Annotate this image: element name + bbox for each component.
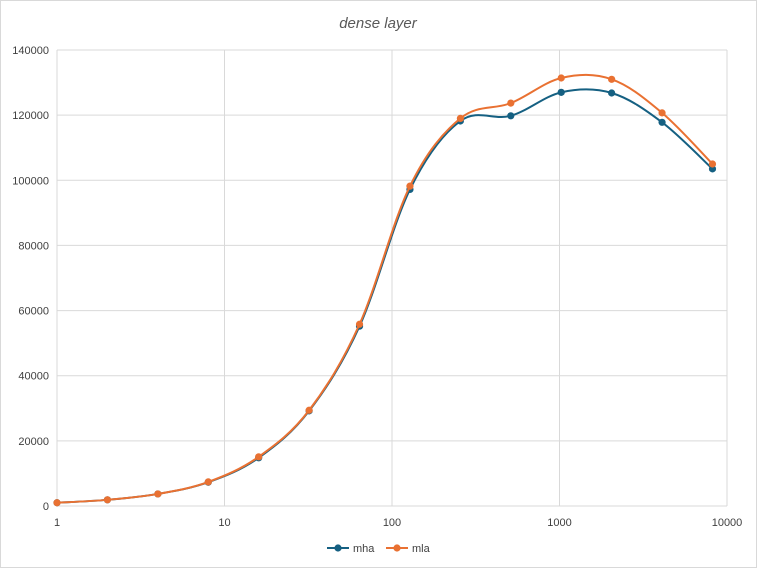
y-tick-label: 20000 (18, 436, 49, 448)
y-tick-label: 140000 (12, 45, 49, 57)
data-point-mla (456, 114, 464, 122)
legend-marker-mha (334, 544, 342, 552)
chart-title: dense layer (339, 15, 418, 32)
y-tick-label: 40000 (18, 371, 49, 383)
data-point-mla (658, 109, 666, 117)
data-point-mla (53, 499, 61, 507)
series-lines (53, 73, 717, 507)
data-point-mla (608, 75, 616, 83)
data-point-mha (557, 88, 565, 96)
data-point-mla (204, 478, 212, 486)
data-point-mla (406, 182, 414, 190)
data-point-mha (658, 118, 666, 126)
x-tick-label: 1000 (547, 517, 571, 529)
data-point-mla (557, 74, 565, 82)
legend-item-mha: mha (327, 543, 375, 555)
data-point-mla (355, 320, 364, 328)
legend-label-mla: mla (412, 543, 431, 555)
series-mha (53, 88, 717, 507)
y-tick-label: 60000 (18, 306, 49, 318)
data-point-mla (103, 496, 112, 504)
x-tick-label: 100 (383, 517, 401, 529)
series-mla (53, 73, 717, 507)
legend-marker-mla (393, 544, 401, 552)
y-tick-label: 80000 (18, 240, 49, 252)
data-point-mla (507, 99, 515, 107)
legend: mha mla (327, 543, 431, 555)
data-point-mha (507, 112, 515, 120)
x-tick-label: 10000 (712, 517, 743, 529)
series-line-mla (56, 73, 714, 504)
x-tick-label: 1 (54, 517, 60, 529)
y-tick-label: 120000 (12, 110, 49, 122)
legend-item-mla: mla (386, 543, 431, 555)
legend-label-mha: mha (353, 543, 375, 555)
data-point-mla (305, 406, 313, 414)
data-point-mha (608, 89, 616, 97)
data-point-mla (154, 490, 162, 498)
y-tick-label: 0 (43, 501, 49, 513)
data-point-mla (255, 453, 263, 461)
x-tick-label: 10 (218, 517, 230, 529)
data-point-mla (708, 160, 717, 168)
axis-tick-labels: 0 20000 40000 60000 80000 100000 120000 140000 1… (12, 45, 742, 529)
y-tick-label: 100000 (12, 175, 49, 187)
gridlines (56, 49, 728, 507)
